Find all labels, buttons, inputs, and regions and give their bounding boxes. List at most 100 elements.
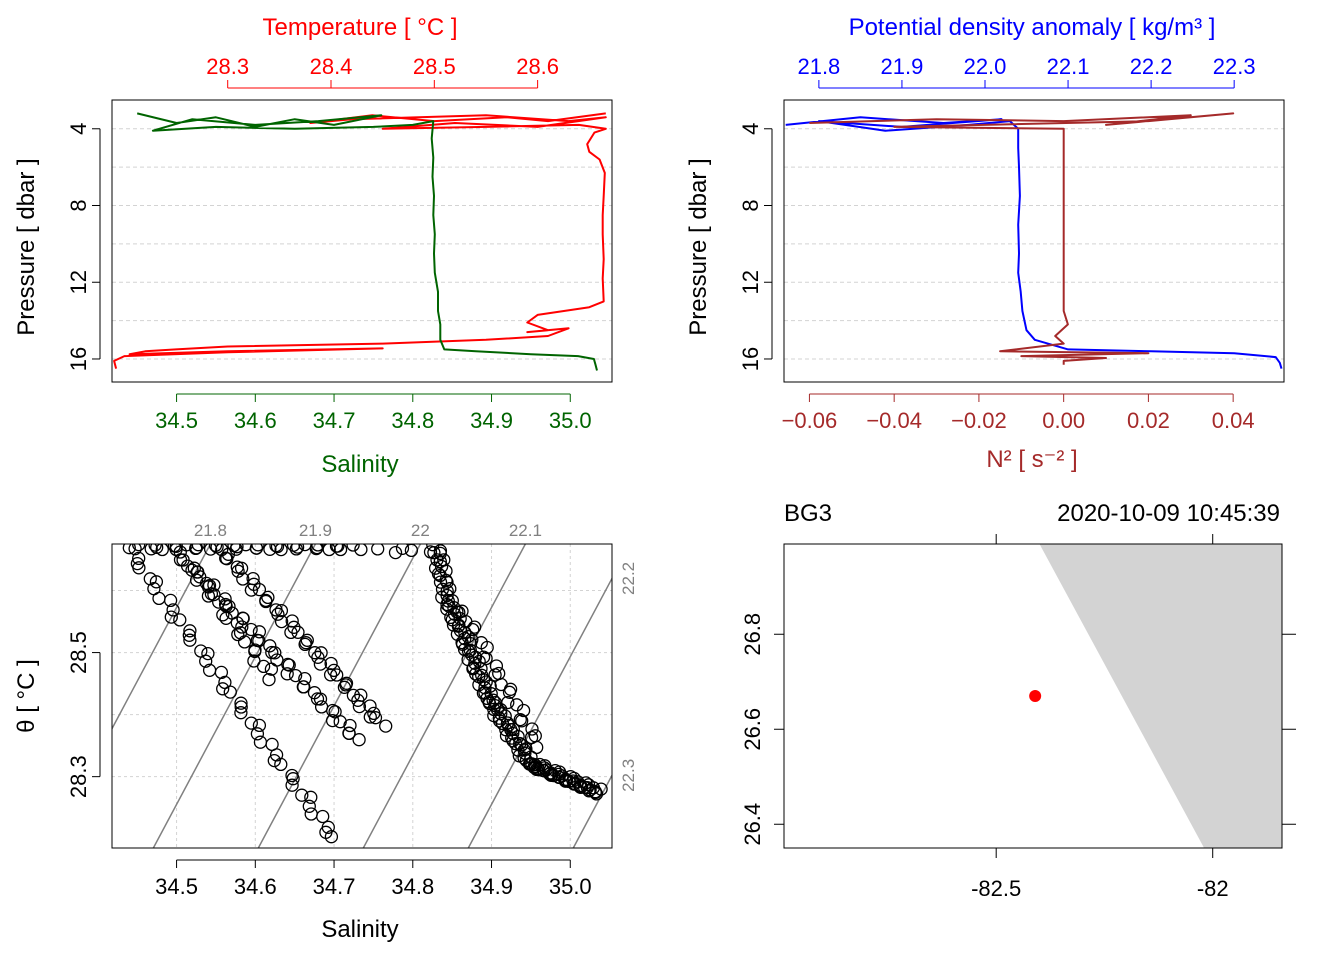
y-tick-label: 4 xyxy=(66,123,91,135)
station-map-panel: -82.5 -82 26.4 26.6 26.8 BG3 2020-10-09 10:4… xyxy=(740,500,1296,901)
isopycnal-line xyxy=(572,773,612,848)
y-tick-label: 16 xyxy=(738,347,763,371)
ts-point xyxy=(220,552,234,566)
ts-point xyxy=(234,700,248,714)
station-name-label: BG3 xyxy=(784,500,832,527)
ts-point xyxy=(323,668,338,682)
ts-point xyxy=(330,668,344,682)
top-tick-label: 22.1 xyxy=(1047,54,1090,79)
ts-diagram-points xyxy=(122,544,608,844)
ts-point xyxy=(531,763,546,777)
ts-point xyxy=(267,753,281,768)
ts-point xyxy=(183,624,197,638)
x-tick-label: 34.8 xyxy=(391,874,434,899)
ts-point xyxy=(259,593,273,608)
ts-point xyxy=(594,782,608,796)
ts-diagram-isopycnal-labels: 21.8 21.9 22 22.1 22.2 22.3 xyxy=(194,521,638,792)
ts-point xyxy=(489,659,504,673)
ts-point xyxy=(427,546,441,560)
y-tick-label: 12 xyxy=(66,270,91,294)
ts-point xyxy=(185,563,199,577)
ts-point xyxy=(132,544,146,552)
top-tick-label: 28.6 xyxy=(516,54,559,79)
ts-point xyxy=(166,603,180,617)
ts-point xyxy=(182,628,196,642)
ts-point xyxy=(351,693,365,707)
bottom-tick-label: −0.06 xyxy=(782,408,838,433)
density-profile-axes: 4 8 12 16 21.8 21.9 22.0 22.1 22.2 22.3 −0.06 −0.04… xyxy=(738,54,1256,433)
ts-profile-axes: 4 8 12 16 28.3 28.4 28.5 28.6 34.5 34.6 34.7 34.8 34… xyxy=(66,54,592,433)
ts-point xyxy=(311,650,325,664)
ts-point xyxy=(252,582,267,597)
ts-point xyxy=(235,620,249,634)
top-tick-label: 28.3 xyxy=(206,54,249,79)
y-tick-label: 12 xyxy=(738,270,763,294)
ts-point xyxy=(263,639,277,653)
ts-point xyxy=(122,544,136,555)
ts-point xyxy=(236,572,250,586)
ts-point xyxy=(513,712,527,727)
ts-point xyxy=(467,620,482,634)
isopycnal-label: 22 xyxy=(411,521,430,540)
ts-point xyxy=(248,644,262,659)
ts-point xyxy=(291,625,305,639)
bottom-tick-label: 0.04 xyxy=(1212,408,1255,433)
series-line-density xyxy=(785,116,1283,369)
station-map-marker xyxy=(1029,690,1042,702)
ts-point xyxy=(479,651,493,666)
station-datetime-label: 2020-10-09 10:45:39 xyxy=(1057,500,1280,527)
bottom-tick-label: 34.7 xyxy=(313,408,356,433)
ts-point xyxy=(256,659,271,674)
ts-diagram-panel: 21.8 21.9 22 22.122.222.3 34.5 34.6 34.7 34.8 3… xyxy=(13,521,638,943)
ts-point xyxy=(234,561,249,575)
ts-point xyxy=(502,685,517,699)
ts-point xyxy=(515,714,529,728)
ts-diagram-y-title: θ [ °C ] xyxy=(13,659,40,733)
ts-point xyxy=(223,685,237,699)
ts-point xyxy=(573,780,587,794)
ts-point xyxy=(324,830,339,844)
ts-point xyxy=(316,809,330,824)
ts-point xyxy=(286,772,300,786)
isopycnal-label: 22.1 xyxy=(509,521,542,540)
ts-point xyxy=(265,645,279,660)
ts-point xyxy=(253,735,268,749)
density-profile-top-title: Potential density anomaly [ kg/m³ ] xyxy=(849,14,1216,41)
ts-point xyxy=(128,544,142,556)
ts-point xyxy=(201,580,216,594)
ts-point xyxy=(215,544,229,557)
ts-point xyxy=(152,591,166,606)
ts-point xyxy=(346,688,361,703)
ts-point xyxy=(244,716,258,730)
bottom-tick-label: 35.0 xyxy=(549,408,592,433)
ts-point xyxy=(262,672,276,687)
x-tick-label: -82.5 xyxy=(971,876,1021,901)
ts-point xyxy=(324,656,338,671)
ts-point xyxy=(132,551,146,566)
top-tick-label: 28.4 xyxy=(310,54,353,79)
ts-point xyxy=(155,544,169,557)
density-profile-series xyxy=(785,112,1283,369)
ts-point xyxy=(284,625,298,640)
isopycnal-label: 21.8 xyxy=(194,521,227,540)
top-tick-label: 22.0 xyxy=(964,54,1007,79)
ts-point xyxy=(466,622,480,637)
ts-point xyxy=(525,722,539,736)
ts-point xyxy=(298,671,312,686)
isopycnal-label: 22.2 xyxy=(619,562,638,595)
ts-point xyxy=(214,665,229,680)
ts-point xyxy=(285,778,299,792)
density-profile-bottom-title: N² [ s⁻² ] xyxy=(986,446,1077,473)
y-tick-label: 26.8 xyxy=(740,613,765,656)
isopycnal-label: 21.9 xyxy=(299,521,332,540)
y-tick-label: 8 xyxy=(738,199,763,211)
ts-point xyxy=(212,595,226,609)
ts-point xyxy=(259,594,273,609)
ts-point xyxy=(325,713,340,728)
ts-point xyxy=(270,544,285,554)
bottom-tick-label: 34.9 xyxy=(470,408,513,433)
density-profile-panel: 4 8 12 16 21.8 21.9 22.0 22.1 22.2 22.3 −0.06 −0.04… xyxy=(685,14,1285,473)
x-tick-label: 34.7 xyxy=(313,874,356,899)
ts-point xyxy=(480,640,494,655)
